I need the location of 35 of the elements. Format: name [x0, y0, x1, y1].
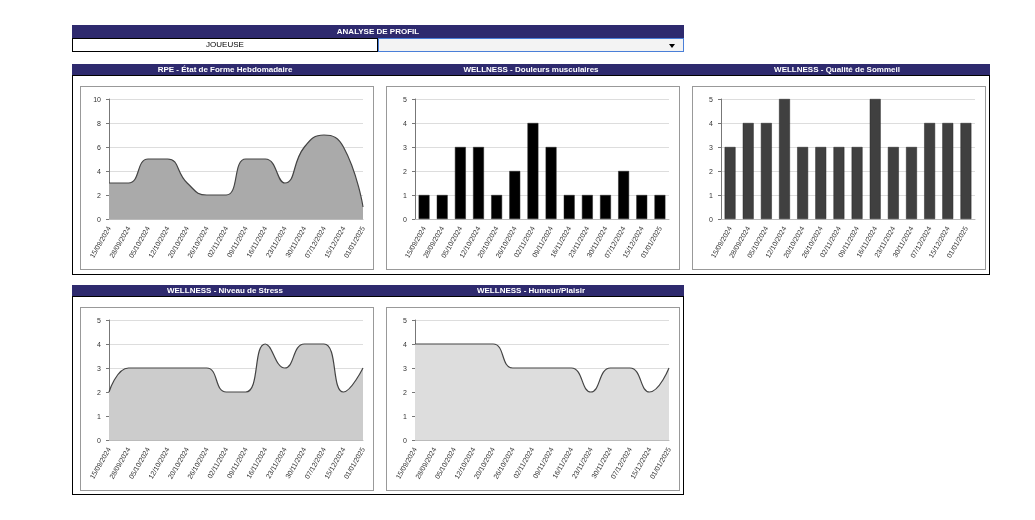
bar	[545, 147, 557, 219]
bar	[418, 195, 430, 219]
bar	[869, 99, 881, 219]
bar	[527, 123, 539, 219]
bar	[887, 147, 899, 219]
bar	[942, 123, 954, 219]
bar	[851, 147, 863, 219]
chart-title: WELLNESS - Niveau de Stress	[72, 285, 378, 296]
chart-title: WELLNESS - Douleurs musculaires	[378, 64, 684, 75]
bar	[742, 123, 754, 219]
bar	[779, 99, 790, 219]
bar	[815, 147, 827, 219]
bar	[654, 195, 666, 219]
bar	[924, 123, 936, 219]
chart-title: WELLNESS - Humeur/Plaisir	[378, 285, 684, 296]
bar	[906, 147, 917, 219]
bar	[760, 123, 772, 219]
bar	[833, 147, 845, 219]
chart-title: WELLNESS - Qualité de Sommeil	[684, 64, 990, 75]
chart-title: RPE - État de Forme Hebdomadaire	[72, 64, 378, 75]
bar	[797, 147, 809, 219]
bar	[491, 195, 503, 219]
bar	[473, 147, 484, 219]
text: JOUEUSE	[72, 38, 378, 52]
bar	[600, 195, 611, 219]
bar	[724, 147, 736, 219]
bar	[960, 123, 972, 219]
bar	[454, 147, 466, 219]
bar	[436, 195, 448, 219]
bar	[618, 171, 630, 219]
text: ANALYSE DE PROFIL	[72, 25, 684, 38]
bar	[509, 171, 521, 219]
bar	[563, 195, 575, 219]
bar	[636, 195, 648, 219]
bar	[581, 195, 593, 219]
